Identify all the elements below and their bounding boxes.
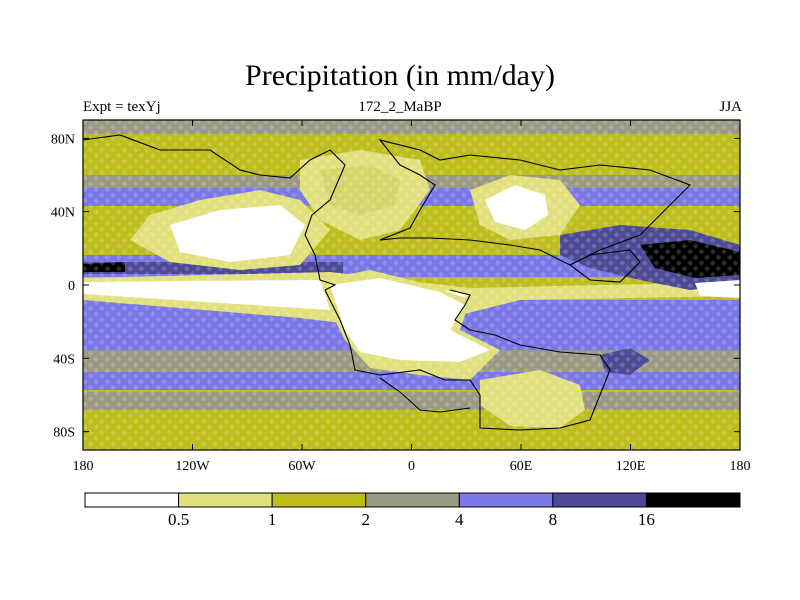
southern-landmass-coast [379,377,471,413]
experiment-label: Expt = texYj [83,99,161,115]
x-tick-label: 60W [288,459,316,474]
period-label: 172_2_MaBP [358,99,442,115]
plot-title: Precipitation (in mm/day) [245,59,555,92]
colorbar-label: 1 [268,510,277,529]
colorbar-swatch [84,492,180,508]
northern-coastline [83,134,346,291]
y-tick-label: 0 [68,279,75,294]
colorbar-swatch [178,492,273,508]
colorbar-label: 8 [549,510,558,529]
x-tick-label: 120E [616,459,646,474]
colorbar-label: 4 [455,510,464,529]
colorbar-label: 0.5 [168,510,189,529]
x-tick-label: 120W [175,459,210,474]
colorbar-swatch [271,492,367,508]
colorbar: 0.5 1 2 4 8 16 [84,492,741,529]
colorbar-label: 16 [638,510,655,529]
colorbar-swatch [365,492,460,508]
x-tick-label: 180 [73,459,94,474]
colorbar-label: 2 [361,510,370,529]
precipitation-field [83,120,740,450]
x-tick-label: 0 [408,459,415,474]
southern-coastline [324,289,611,431]
colorbar-swatch [552,492,647,508]
y-tick-label: 80N [51,132,75,147]
season-label: JJA [719,99,742,115]
y-tick-label: 80S [53,426,75,441]
eastern-coastline [568,249,641,283]
colorbar-swatch [458,492,554,508]
x-tick-label: 180 [730,459,751,474]
axis-ticks: 180 120W 60W 0 60E 120E 180 80N 40N 0 40S 80S [51,120,751,474]
colorbar-swatch [645,492,741,508]
x-tick-label: 60E [510,459,533,474]
continent-outlines [83,134,691,431]
y-tick-label: 40S [53,352,75,367]
y-tick-label: 40N [51,206,75,221]
